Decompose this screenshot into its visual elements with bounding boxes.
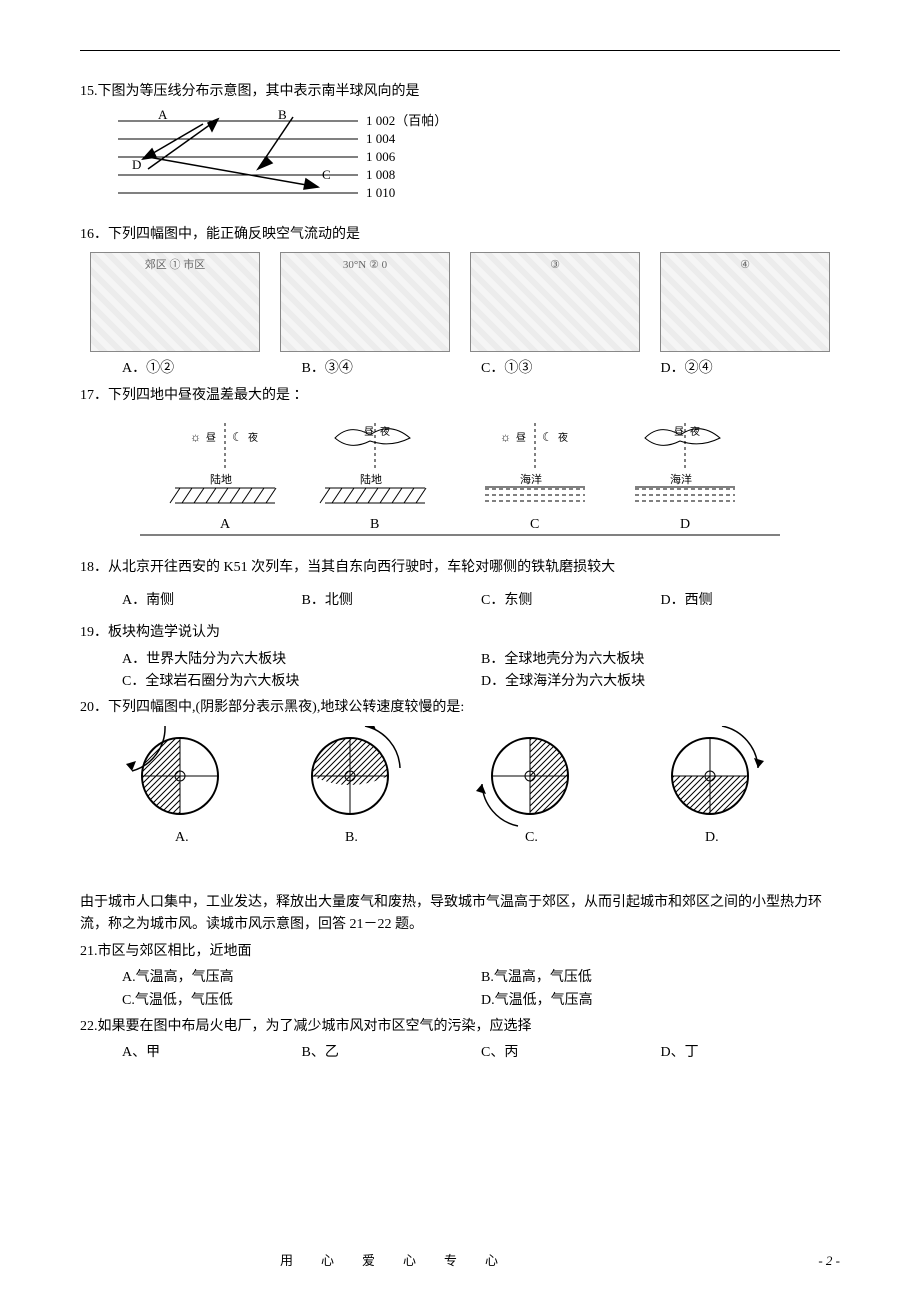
- svg-text:昼: 昼: [364, 426, 374, 438]
- q16-panel-2: 30°N ② 0: [280, 252, 450, 352]
- q22-opt-C: C、丙: [481, 1042, 661, 1064]
- page-footer: 用心爱心专心 - 2 -: [80, 1251, 840, 1272]
- footer-pageno: - 2 -: [818, 1251, 840, 1272]
- arrow-A: A: [158, 109, 168, 122]
- q18-opt-B: B．北侧: [302, 590, 482, 612]
- q21-opt-B: B.气温高，气压低: [481, 967, 840, 989]
- q18-opt-A: A．南侧: [122, 590, 302, 612]
- svg-text:昼: 昼: [516, 432, 526, 444]
- q16-text: 16．下列四幅图中，能正确反映空气流动的是: [80, 224, 840, 246]
- svg-text:C: C: [530, 517, 539, 532]
- svg-text:昼: 昼: [206, 432, 216, 444]
- q16-panel-4: ④: [660, 252, 830, 352]
- q16-opt-C: C．①③: [481, 358, 661, 380]
- svg-text:夜: 夜: [690, 425, 700, 438]
- svg-text:D: D: [680, 517, 690, 532]
- arrow-C: C: [322, 167, 331, 182]
- q18-opt-D: D．西侧: [661, 590, 841, 612]
- q20-diagrams: A. B. C.: [80, 726, 840, 864]
- q19-opt-D: D．全球海洋分为六大板块: [481, 671, 840, 693]
- isobar-2: 1 006: [366, 149, 396, 164]
- q15-diagram: 1 002（百帕） 1 004 1 006 1 008 1 010 A B C …: [108, 109, 840, 217]
- q21-opt-C: C.气温低，气压低: [122, 990, 481, 1012]
- q19-opt-C: C．全球岩石圈分为六大板块: [122, 671, 481, 693]
- q21-options-row1: A.气温高，气压高 B.气温高，气压低: [122, 967, 840, 989]
- svg-text:B: B: [370, 517, 379, 532]
- svg-text:B.: B.: [345, 830, 358, 845]
- q16-diagrams: 郊区 ① 市区 30°N ② 0 ③ ④: [90, 252, 830, 352]
- q16-opt-B: B．③④: [302, 358, 482, 380]
- q18-options: A．南侧 B．北侧 C．东侧 D．西侧: [122, 590, 840, 612]
- svg-text:☼: ☼: [500, 430, 511, 444]
- isobar-1: 1 004: [366, 131, 396, 146]
- q22-text: 22.如果要在图中布局火电厂，为了减少城市风对市区空气的污染，应选择: [80, 1016, 840, 1038]
- q21-opt-D: D.气温低，气压高: [481, 990, 840, 1012]
- top-rule: [80, 50, 840, 51]
- q19-options-row1: A．世界大陆分为六大板块 B．全球地壳分为六大板块: [122, 649, 840, 671]
- isobar-4: 1 010: [366, 185, 395, 200]
- q21-text: 21.市区与郊区相比，近地面: [80, 941, 840, 963]
- q19-text: 19．板块构造学说认为: [80, 622, 840, 644]
- svg-text:D.: D.: [705, 830, 719, 845]
- svg-text:☾: ☾: [542, 430, 553, 444]
- q16-options: A．①② B．③④ C．①③ D．②④: [122, 358, 840, 380]
- svg-text:☼: ☼: [190, 430, 201, 444]
- svg-text:C.: C.: [525, 830, 538, 845]
- svg-text:A: A: [220, 517, 231, 532]
- q15-text: 15.下图为等压线分布示意图，其中表示南半球风向的是: [80, 81, 840, 103]
- q19-options-row2: C．全球岩石圈分为六大板块 D．全球海洋分为六大板块: [122, 671, 840, 693]
- svg-text:陆地: 陆地: [210, 472, 232, 486]
- q18-opt-C: C．东侧: [481, 590, 661, 612]
- svg-text:昼: 昼: [674, 426, 684, 438]
- q19-opt-A: A．世界大陆分为六大板块: [122, 649, 481, 671]
- svg-text:☾: ☾: [232, 430, 243, 444]
- svg-text:A.: A.: [175, 830, 189, 845]
- isobar-0: 1 002（百帕）: [366, 113, 447, 128]
- svg-text:夜: 夜: [248, 431, 258, 444]
- svg-text:海洋: 海洋: [670, 472, 692, 486]
- footer-motto: 用心爱心专心: [280, 1251, 526, 1272]
- q21-options-row2: C.气温低，气压低 D.气温低，气压高: [122, 990, 840, 1012]
- svg-text:夜: 夜: [380, 425, 390, 438]
- q17-diagrams: ☼昼 ☾夜 陆地 A 昼夜 陆地: [80, 413, 840, 551]
- q16-opt-D: D．②④: [661, 358, 841, 380]
- q19-opt-B: B．全球地壳分为六大板块: [481, 649, 840, 671]
- q18-text: 18．从北京开往西安的 K51 次列车，当其自东向西行驶时，车轮对哪侧的铁轨磨损…: [80, 557, 840, 579]
- q22-opt-A: A、甲: [122, 1042, 302, 1064]
- q22-options: A、甲 B、乙 C、丙 D、丁: [122, 1042, 840, 1064]
- q22-opt-D: D、丁: [661, 1042, 841, 1064]
- q17-text: 17．下列四地中昼夜温差最大的是 ：: [80, 385, 840, 407]
- q16-panel-3: ③: [470, 252, 640, 352]
- svg-text:海洋: 海洋: [520, 472, 542, 486]
- arrow-B: B: [278, 109, 287, 122]
- context-21-22: 由于城市人口集中，工业发达，释放出大量废气和废热，导致城市气温高于郊区，从而引起…: [80, 892, 840, 937]
- q16-panel-1: 郊区 ① 市区: [90, 252, 260, 352]
- svg-text:夜: 夜: [558, 431, 568, 444]
- q22-opt-B: B、乙: [302, 1042, 482, 1064]
- arrow-D: D: [132, 157, 141, 172]
- q20-text: 20．下列四幅图中,(阴影部分表示黑夜),地球公转速度较慢的是:: [80, 697, 840, 719]
- q21-opt-A: A.气温高，气压高: [122, 967, 481, 989]
- q16-opt-A: A．①②: [122, 358, 302, 380]
- isobar-3: 1 008: [366, 167, 395, 182]
- svg-text:陆地: 陆地: [360, 472, 382, 486]
